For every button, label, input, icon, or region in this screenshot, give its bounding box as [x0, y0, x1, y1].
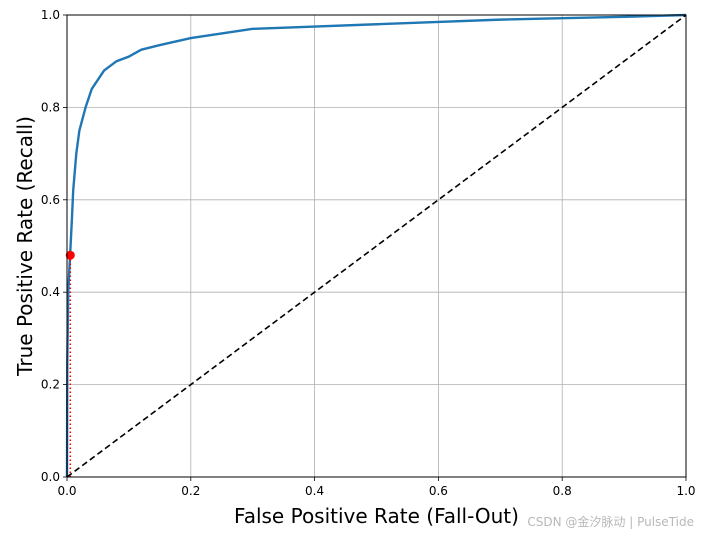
- random-classifier-line: [66, 14, 687, 478]
- series-layer: [65, 13, 687, 478]
- x-tick-label: 0.4: [305, 484, 324, 498]
- y-tick-label: 0.2: [41, 378, 60, 392]
- y-axis-ticks: 0.0 0.2 0.4 0.6 0.8 1.0: [41, 8, 67, 484]
- annotation-layer: [65, 250, 75, 477]
- roc-curve-line: [65, 13, 687, 478]
- threshold-point: [65, 250, 75, 260]
- y-tick-label: 0.6: [41, 193, 60, 207]
- x-tick-label: 0.8: [553, 484, 572, 498]
- x-tick-label: 0.2: [181, 484, 200, 498]
- x-tick-label: 1.0: [676, 484, 695, 498]
- x-tick-label: 0.0: [57, 484, 76, 498]
- y-tick-label: 0.4: [41, 285, 60, 299]
- y-tick-label: 1.0: [41, 8, 60, 22]
- plot-frame: [66, 14, 687, 478]
- y-axis-label: True Positive Rate (Recall): [13, 116, 37, 377]
- x-tick-label: 0.6: [429, 484, 448, 498]
- watermark: CSDN @金汐脉动 | PulseTide: [527, 515, 694, 529]
- y-tick-label: 0.8: [41, 100, 60, 114]
- y-tick-label: 0.0: [41, 470, 60, 484]
- x-axis-label: False Positive Rate (Fall-Out): [234, 504, 519, 528]
- x-axis-ticks: 0.0 0.2 0.4 0.6 0.8 1.0: [57, 477, 696, 498]
